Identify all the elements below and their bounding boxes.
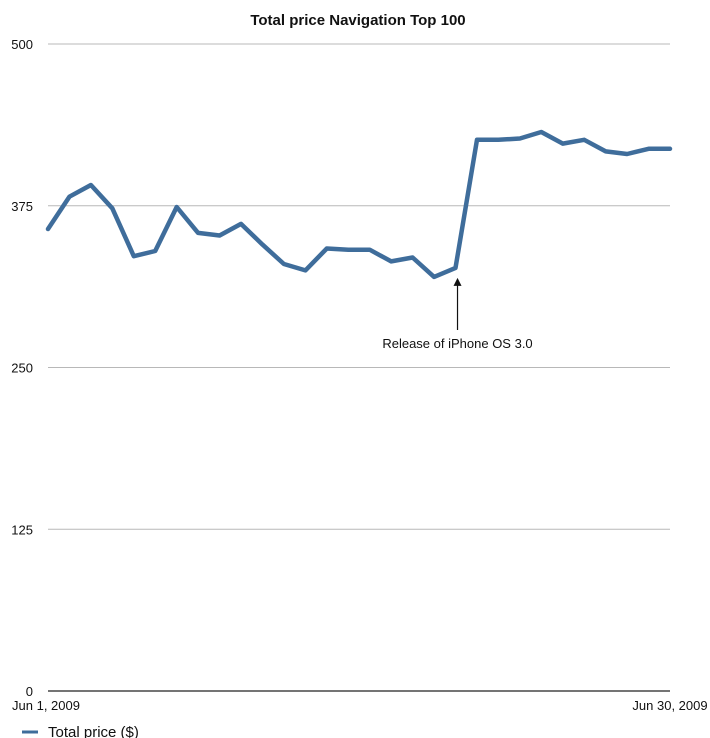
series-line — [45, 129, 673, 280]
series-layer — [45, 129, 673, 280]
legend: Total price ($) — [22, 724, 139, 738]
gridlines — [48, 43, 670, 692]
y-tick-label: 250 — [11, 361, 33, 376]
y-tick-label: 375 — [11, 199, 33, 214]
x-tick-label: Jun 30, 2009 — [632, 698, 707, 713]
x-tick-label: Jun 1, 2009 — [12, 698, 80, 713]
annotation-label: Release of iPhone OS 3.0 — [382, 336, 532, 351]
y-axis-ticks: 0 125 250 375 500 — [11, 37, 33, 699]
y-tick-label: 0 — [26, 684, 33, 699]
annotation-arrow-head — [453, 277, 462, 286]
x-axis-ticks: Jun 1, 2009 Jun 30, 2009 — [12, 698, 708, 713]
legend-label: Total price ($) — [48, 724, 139, 738]
y-tick-label: 125 — [11, 522, 33, 537]
annotations: Release of iPhone OS 3.0 — [382, 277, 533, 351]
chart-title: Total price Navigation Top 100 — [250, 12, 465, 29]
y-tick-label: 500 — [11, 37, 33, 52]
